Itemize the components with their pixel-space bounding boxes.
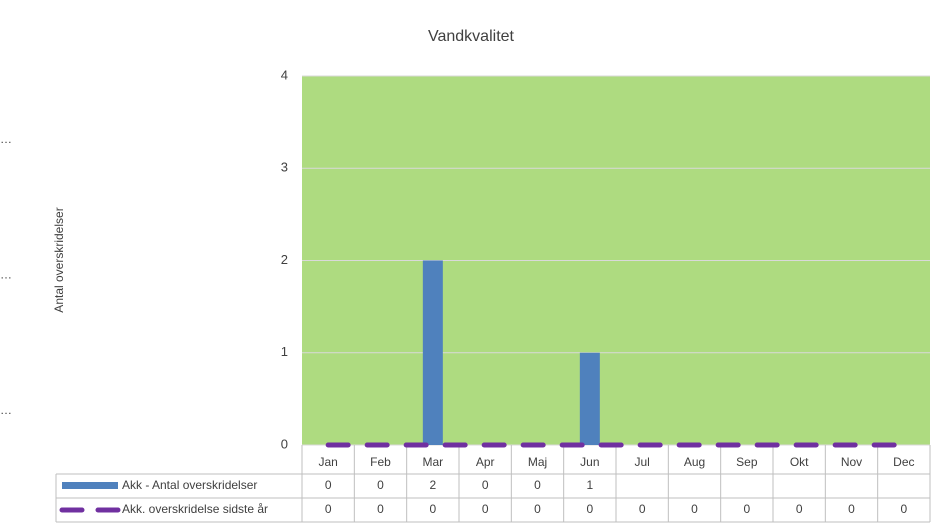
- x-tick-label: Okt: [790, 455, 809, 469]
- bar: [422, 260, 443, 445]
- x-tick-label: Nov: [841, 455, 862, 469]
- y-tick-label: 2: [281, 252, 288, 267]
- y-tick-label: 3: [281, 160, 288, 175]
- table-value: 0: [482, 502, 489, 516]
- table-value: 0: [534, 502, 541, 516]
- table-value: 0: [325, 478, 332, 492]
- table-value: 0: [743, 502, 750, 516]
- table-value: 0: [377, 478, 384, 492]
- bar: [579, 352, 600, 445]
- table-value: 0: [429, 502, 436, 516]
- truncated-label: …: [0, 403, 12, 417]
- legend-swatch: [62, 482, 118, 489]
- x-tick-label: Apr: [476, 455, 495, 469]
- x-tick-label: Jul: [634, 455, 649, 469]
- table-value: 2: [429, 478, 436, 492]
- x-tick-label: Maj: [528, 455, 547, 469]
- table-value: 0: [325, 502, 332, 516]
- truncated-label: …: [0, 268, 12, 282]
- x-tick-label: Feb: [370, 455, 391, 469]
- x-tick-label: Aug: [684, 455, 705, 469]
- x-tick-label: Dec: [893, 455, 914, 469]
- truncated-label: …: [0, 132, 12, 146]
- table-value: 0: [586, 502, 593, 516]
- table-value: 0: [377, 502, 384, 516]
- table-value: 0: [639, 502, 646, 516]
- table-value: 0: [534, 478, 541, 492]
- x-tick-label: Sep: [736, 455, 758, 469]
- x-tick-label: Mar: [422, 455, 443, 469]
- table-value: 0: [796, 502, 803, 516]
- legend-label: Akk - Antal overskridelser: [122, 478, 257, 492]
- table-value: 0: [848, 502, 855, 516]
- y-tick-label: 0: [281, 436, 288, 451]
- x-tick-label: Jan: [318, 455, 337, 469]
- legend-label: Akk. overskridelse sidste år: [122, 502, 268, 516]
- table-value: 0: [900, 502, 907, 516]
- table-value: 1: [586, 478, 593, 492]
- table-value: 0: [691, 502, 698, 516]
- chart-title: Vandkvalitet: [428, 28, 515, 45]
- x-tick-label: Jun: [580, 455, 599, 469]
- table-value: 0: [482, 478, 489, 492]
- y-tick-label: 4: [281, 67, 288, 82]
- y-tick-label: 1: [281, 344, 288, 359]
- y-axis-label: Antal overskridelser: [52, 207, 66, 312]
